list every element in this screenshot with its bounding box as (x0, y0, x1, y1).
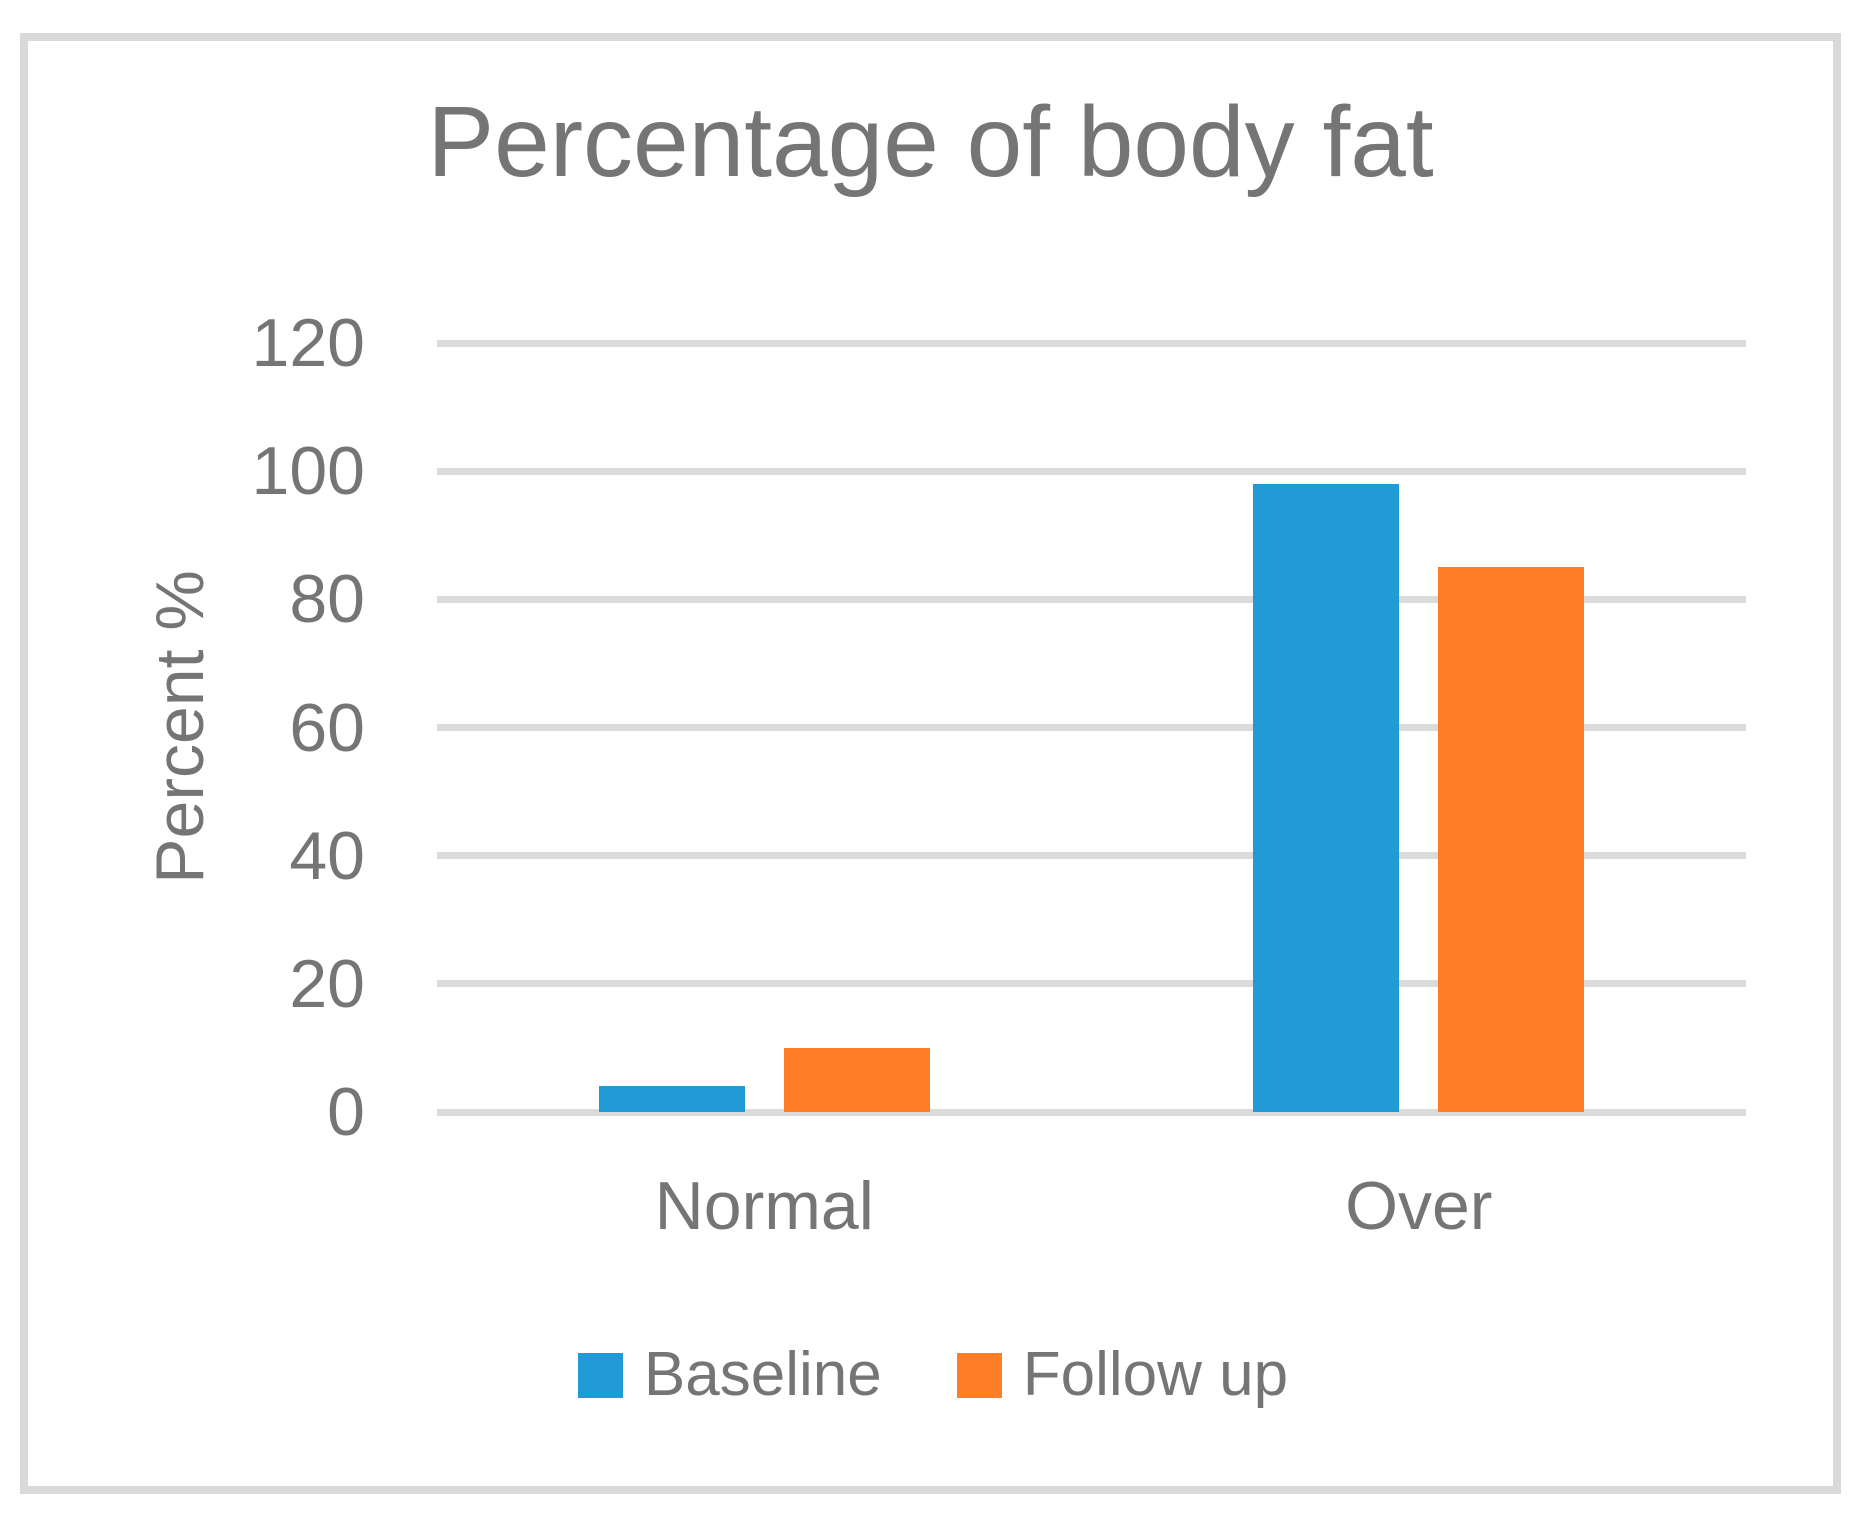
gridline (437, 467, 1746, 475)
bar-baseline-over (1253, 483, 1400, 1112)
y-axis-tick-label: 80 (289, 561, 365, 638)
y-axis-tick-label: 0 (327, 1074, 365, 1150)
legend-swatch-baseline (577, 1352, 623, 1398)
y-axis-tick-label: 20 (289, 945, 365, 1022)
bar-baseline-normal (598, 1086, 745, 1112)
bar-follow-up-normal (783, 1047, 930, 1112)
y-axis-tick-label: 120 (251, 305, 365, 381)
legend-item-baseline: Baseline (577, 1340, 882, 1409)
legend-swatch-follow-up (956, 1352, 1002, 1398)
gridline (437, 980, 1746, 988)
gridline (437, 339, 1746, 347)
gridline (437, 1108, 1746, 1116)
gridline (437, 595, 1746, 603)
legend-item-follow-up: Follow up (956, 1340, 1289, 1409)
bar-follow-up-over (1438, 567, 1585, 1112)
x-axis-label-over: Over (1345, 1168, 1493, 1244)
legend-label: Baseline (643, 1340, 882, 1409)
legend-label: Follow up (1022, 1340, 1289, 1409)
y-axis-tick-label: 100 (251, 433, 365, 510)
plot-area (437, 339, 1746, 1116)
y-axis-tick-label: 60 (289, 689, 365, 766)
x-axis-label-normal: Normal (654, 1168, 874, 1244)
gridline (437, 852, 1746, 860)
gridline (437, 724, 1746, 731)
chart-title: Percentage of body fat (427, 86, 1434, 198)
legend: Baseline Follow up (0, 1344, 1866, 1406)
y-axis-tick-label: 40 (289, 817, 365, 894)
